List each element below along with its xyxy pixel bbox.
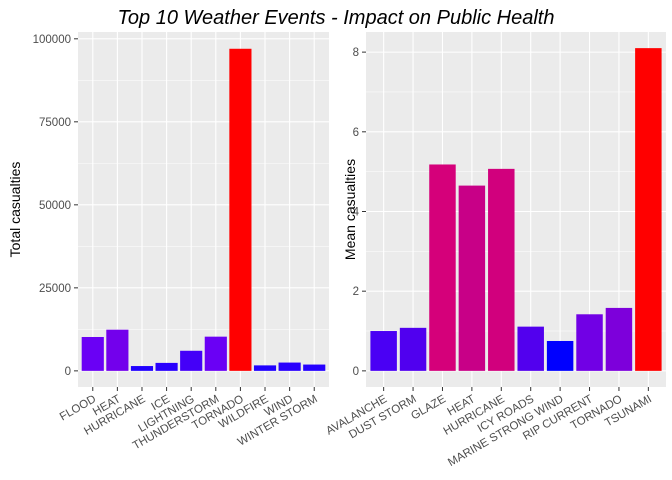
bar-hurricane (130, 366, 154, 371)
y-tick-label: 6 (353, 127, 359, 139)
bar-tornado (229, 48, 252, 371)
y-tick-label: 75000 (39, 117, 71, 129)
bar-tornado (605, 307, 633, 371)
y-axis-title: Total casualties (7, 162, 23, 258)
bar-heat (106, 329, 129, 371)
y-tick-label: 2 (353, 286, 359, 298)
y-tick-label: 8 (353, 47, 359, 59)
y-tick-label: 25000 (39, 283, 71, 295)
chart-title: Top 10 Weather Events - Impact on Public… (118, 7, 555, 29)
y-tick-label: 100000 (33, 34, 71, 46)
bar-flood (81, 336, 104, 371)
panel-background (78, 32, 329, 387)
x-tick-label: GLAZE (409, 393, 448, 422)
bar-tsunami (635, 48, 662, 371)
bar-wind (278, 362, 301, 371)
bar-ice (155, 362, 178, 371)
y-tick-label: 4 (353, 206, 360, 218)
bar-marine-strong-wind (546, 340, 574, 371)
bar-thunderstorm (204, 336, 227, 371)
bar-dust-storm (399, 327, 427, 371)
left-panel-total-casualties: 0250005000075000100000FLOODHEATHURRICANE… (7, 32, 329, 452)
bar-heat (458, 185, 486, 371)
bar-hurricane (488, 168, 515, 371)
bar-winter-storm (303, 364, 326, 371)
bar-rip-current (576, 314, 603, 371)
bar-icy-roads (517, 326, 544, 371)
bar-glaze (429, 164, 456, 371)
y-tick-label: 50000 (39, 200, 71, 212)
y-axis-title: Mean casualties (342, 159, 358, 260)
bar-wildfire (253, 365, 277, 371)
y-tick-label: 0 (353, 366, 359, 378)
bar-avalanche (370, 331, 397, 371)
y-tick-label: 0 (65, 366, 71, 378)
bar-lightning (180, 350, 203, 371)
